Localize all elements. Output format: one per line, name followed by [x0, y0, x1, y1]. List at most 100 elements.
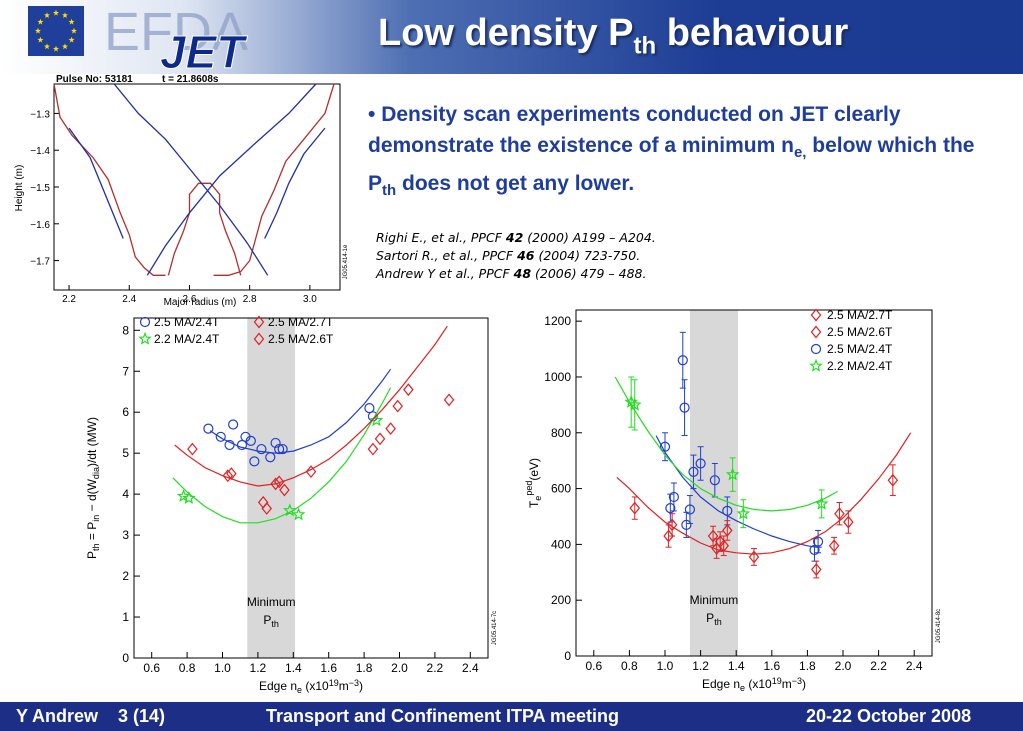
legend-entry: 2.2 MA/2.4T: [154, 332, 220, 346]
fit-curve: [616, 432, 912, 555]
y-tick-label: 8: [122, 323, 129, 337]
data-point: [627, 397, 642, 411]
eu-star: [62, 12, 68, 18]
contour-line-wall-right: [213, 83, 335, 276]
data-point: [812, 536, 824, 547]
reference-item: Sartori R., et al., PPCF 46 (2004) 723-7…: [376, 248, 641, 263]
data-point: [834, 507, 845, 521]
x-axis-label: Major radius (m): [164, 297, 237, 308]
data-point: [265, 452, 276, 463]
data-point: [187, 442, 198, 456]
data-point: [228, 419, 239, 430]
y-tick-label: 200: [551, 593, 571, 607]
legend-entry: 2.2 MA/2.4T: [827, 359, 893, 373]
data-point: [722, 523, 733, 537]
footer-meeting: Transport and Confinement ITPA meeting: [266, 706, 620, 726]
eu-star: [68, 36, 75, 43]
data-point: [629, 501, 641, 515]
x-tick-label: 1.6: [763, 659, 780, 673]
eu-star: [44, 43, 50, 50]
data-point: [282, 503, 297, 517]
data-point: [261, 502, 273, 515]
plot-frame: [133, 317, 489, 659]
series-2-5-ma-2-7t: [174, 325, 455, 515]
data-point: [665, 503, 676, 514]
data-point: [249, 456, 260, 467]
eu-star: [37, 18, 44, 25]
data-point: [256, 443, 267, 455]
data-point: [139, 316, 151, 328]
data-point: [722, 505, 733, 517]
plot-frame: [53, 83, 341, 291]
data-point: [222, 469, 234, 483]
legend-entry: 2.5 MA/2.7T: [827, 308, 893, 322]
plot-frame: [575, 309, 933, 657]
data-point: [245, 435, 256, 446]
data-point: [392, 399, 404, 413]
x-tick-label: 1.0: [214, 661, 231, 675]
x-tick-label: 0.8: [179, 661, 196, 675]
data-point: [843, 515, 854, 529]
data-point: [677, 355, 688, 366]
data-point: [279, 483, 290, 497]
data-point: [367, 442, 379, 456]
y-tick-label: 0: [564, 649, 571, 663]
reference-item: Righi E., et al., PPCF 42 (2000) A199 – …: [376, 230, 656, 245]
band-label-pth: Pth: [706, 611, 722, 627]
data-point: [369, 413, 384, 427]
data-point: [305, 465, 317, 479]
y-tick-label: 400: [551, 537, 571, 551]
y-tick-label: 5: [122, 446, 129, 460]
minimum-pth-band: [689, 310, 738, 656]
data-point: [707, 529, 719, 543]
x-tick-label: 1.4: [285, 661, 302, 675]
y-tick-label: −1.5: [30, 183, 50, 194]
data-point: [709, 475, 720, 486]
band-label-minimum: Minimum: [690, 593, 739, 607]
eu-star: [71, 27, 77, 34]
y-tick-label: 1200: [544, 314, 571, 328]
band-label-minimum: Minimum: [247, 595, 296, 609]
data-point: [224, 439, 235, 451]
legend-entry: 2.5 MA/2.6T: [268, 332, 334, 346]
y-tick-label: 1000: [544, 370, 571, 384]
y-tick-label: −1.3: [30, 109, 50, 120]
series-2-5-ma-2-7t: [616, 432, 912, 579]
data-point: [809, 544, 820, 556]
eu-star: [62, 43, 68, 50]
footer-author: Y Andrew: [16, 706, 99, 726]
x-tick-label: 3.0: [303, 294, 317, 305]
y-tick-label: −1.4: [30, 146, 50, 157]
eu-flag-icon: [28, 6, 84, 56]
x-tick-label: 1.0: [657, 659, 674, 673]
y-tick-label: 0: [122, 651, 129, 665]
eu-star: [37, 36, 44, 43]
x-tick-label: 1.2: [250, 661, 267, 675]
data-point: [810, 325, 822, 339]
eu-star: [68, 18, 75, 25]
footer-page: 3 (14): [118, 706, 166, 726]
x-tick-label: 2.8: [243, 294, 257, 305]
y-tick-label: −1.6: [30, 220, 50, 231]
data-point: [226, 467, 237, 481]
header-bar: EFDA JET Low density Pth behaviour: [0, 0, 1023, 74]
plot-header-pulse: Pulse No: 53181: [56, 74, 133, 85]
plot-tag: JG05.414-8c: [936, 609, 942, 643]
footer-bar: Y Andrew 3 (14) Transport and Confinemen…: [0, 702, 1023, 731]
y-tick-label: −1.7: [30, 257, 50, 268]
contour-line-flux-right: [264, 127, 326, 239]
data-point: [666, 518, 678, 532]
contour-line-wall-left: [53, 83, 166, 276]
data-point: [814, 496, 829, 510]
eu-star: [53, 9, 59, 16]
pth-vs-density-chart: Minimum Pth 0.6 0.8 1.0 1.2 1.4 1.6 1.8 2.0 2.2 2.4…: [85, 315, 498, 695]
logo-text-jet: JET: [160, 26, 248, 72]
data-point: [810, 308, 822, 322]
data-point: [828, 539, 840, 553]
plot-header-time: t = 21.8608s: [162, 74, 219, 85]
data-point: [253, 332, 265, 346]
y-axis-label: Height (m): [14, 165, 25, 212]
fit-curve: [614, 376, 838, 512]
x-tick-label: 2.2: [870, 659, 887, 673]
footer-date: 20-22 October 2008: [806, 706, 972, 726]
